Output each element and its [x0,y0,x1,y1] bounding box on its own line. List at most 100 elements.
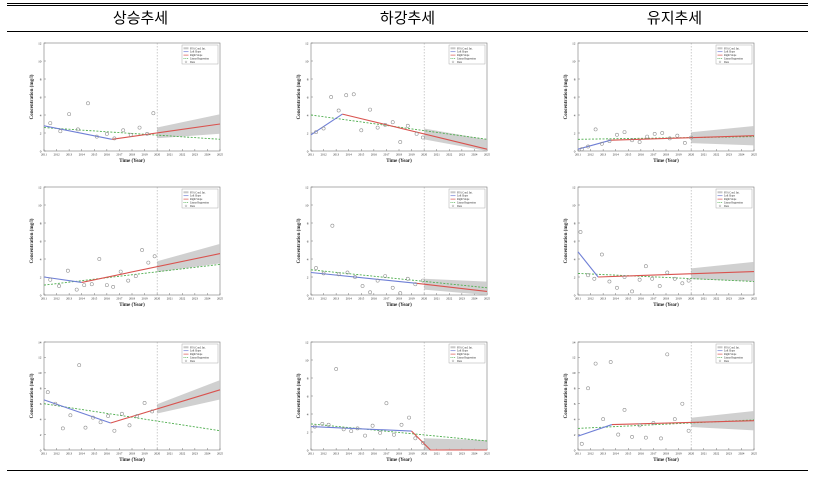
data-point [672,276,677,281]
left-slope-line [310,113,343,136]
chart-panel-rise-3: 0 2 4 6 8 10 12 14 2011 2012 2013 2014 2015 2016 2017 2… [30,340,224,463]
x-tick-label: 2022 [713,153,720,157]
x-tick-label: 2011 [308,153,314,157]
legend-swatch [718,359,722,362]
data-point [336,272,341,277]
data-point [390,285,395,290]
data-point [593,127,598,132]
data-point [146,260,151,265]
data-point [336,108,341,113]
legend-label: Data [190,205,196,208]
data-point [630,138,634,143]
x-tick-label: 2024 [471,297,478,301]
y-tick-label: 6 [574,239,576,243]
chart-panel-fall-3: 0 2 4 6 8 10 12 2011 2012 2013 2014 2015 2016 2017 201… [297,340,491,463]
x-tick-label: 2017 [116,452,123,456]
y-tick-label: 0 [574,448,576,452]
data-point [104,283,109,288]
column-header-rise: 상승추세 [112,9,169,27]
data-point [349,429,354,434]
table-bottom-rule [7,470,808,471]
x-tick-label: 2021 [701,452,708,456]
x-tick-label: 2015 [358,297,365,301]
data-point [58,129,63,134]
x-tick-label: 2011 [41,153,47,157]
left-slope-line [43,276,82,283]
x-tick-label: 2021 [167,297,174,301]
x-tick-label: 2015 [91,452,98,456]
x-tick-label: 2025 [217,153,224,157]
x-tick-label: 2023 [726,153,733,157]
linear-regression-line [310,114,488,140]
y-tick-label: 0 [307,149,309,153]
y-tick-label: 6 [40,95,42,99]
x-tick-label: 2024 [204,452,211,456]
data-point [622,407,627,412]
x-tick-label: 2016 [371,153,378,157]
y-tick-label: 8 [40,387,42,391]
legend-label: Linear Regression [457,357,477,360]
data-point [413,436,418,441]
y-tick-label: 4 [40,257,42,261]
x-tick-label: 2013 [66,153,73,157]
left-slope-line [43,399,111,424]
data-point [151,111,156,116]
legend-swatch [184,359,188,362]
data-point [659,436,663,441]
data-point [355,426,360,431]
legend-label: Linear Regression [457,202,477,205]
x-tick-label: 2018 [663,297,670,301]
data-point [652,131,657,136]
data-point [586,386,590,391]
data-point [359,128,364,133]
data-point [593,361,598,366]
x-tick-label: 2019 [142,297,149,301]
x-tick-label: 2025 [217,297,224,301]
y-axis-label: Concentration (mg/l) [30,373,35,418]
x-tick-label: 2013 [66,297,73,301]
data-point [622,275,627,279]
x-tick-label: 2014 [79,297,86,301]
legend-box [715,343,753,364]
y-tick-label: 10 [38,371,42,375]
data-point [140,248,144,252]
y-tick-label: 10 [38,59,42,63]
linear-regression-line [43,403,221,432]
x-axis-label: Time (Year) [653,159,679,164]
x-tick-label: 2019 [676,153,683,157]
y-tick-label: 10 [305,59,309,63]
data-point [672,417,677,422]
y-tick-label: 12 [38,185,42,189]
x-tick-label: 2011 [308,297,314,301]
x-tick-label: 2022 [179,452,186,456]
right-slope-line [411,430,487,451]
data-point [112,136,117,141]
left-slope-line [310,426,412,432]
data-point [392,432,396,437]
x-tick-label: 2020 [421,452,428,456]
right-slope-line [110,389,221,424]
legend-label: Right Slope [724,54,737,57]
x-tick-label: 2017 [383,297,390,301]
left-slope-line [43,125,112,140]
x-tick-label: 2021 [434,452,441,456]
data-point [74,287,79,292]
data-point [686,428,691,433]
legend-swatch [717,47,723,50]
y-tick-label: 12 [38,356,42,360]
legend-swatch [450,191,456,194]
right-slope-line [416,282,488,292]
x-tick-label: 2011 [41,452,47,456]
legend-swatch [183,191,189,194]
data-point [314,266,318,270]
data-point [645,134,650,139]
x-tick-label: 2014 [346,153,353,157]
x-tick-label: 2024 [204,153,211,157]
x-tick-label: 2017 [650,452,657,456]
y-tick-label: 12 [305,340,309,344]
x-tick-label: 2016 [638,153,645,157]
data-point [104,131,109,136]
y-tick-label: 0 [307,448,309,452]
x-tick-label: 2021 [434,297,441,301]
